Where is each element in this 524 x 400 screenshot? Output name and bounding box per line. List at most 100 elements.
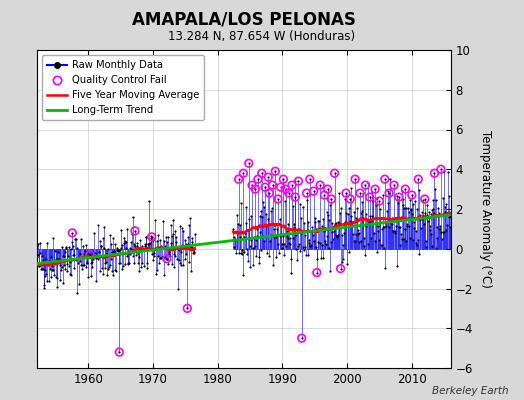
Point [166,222,174,228]
Point [316,254,325,261]
Point [73,254,82,261]
Point [247,237,256,244]
Point [151,246,159,252]
Point [346,213,355,219]
Point [276,216,285,222]
Point [278,240,286,247]
Point [176,260,184,266]
Point [97,243,106,249]
Point [305,176,314,182]
Point [305,236,313,243]
Point [351,176,359,182]
Point [310,238,318,244]
Point [126,246,135,252]
Point [148,251,156,257]
Point [386,176,394,182]
Point [169,217,177,224]
Point [274,196,282,202]
Point [187,268,195,274]
Point [150,253,159,259]
Point [374,228,383,234]
Point [51,274,60,280]
Point [266,238,274,244]
Point [86,272,95,279]
Text: Berkeley Earth: Berkeley Earth [432,386,508,396]
Point [391,230,399,237]
Point [270,226,278,232]
Point [122,245,130,251]
Point [370,237,379,244]
Point [268,182,277,188]
Point [287,256,296,262]
Point [61,249,70,256]
Point [121,238,129,244]
Point [385,190,394,196]
Point [355,230,364,236]
Point [380,176,389,182]
Point [50,258,58,265]
Point [171,253,180,260]
Point [90,251,99,258]
Point [235,222,244,228]
Point [70,251,79,258]
Point [244,227,252,234]
Point [118,242,127,248]
Point [315,218,323,224]
Point [105,232,114,238]
Point [392,222,400,229]
Point [381,265,389,271]
Point [427,230,435,237]
Point [368,213,376,220]
Point [434,204,442,211]
Point [411,228,420,234]
Point [427,211,435,217]
Point [162,256,170,262]
Point [401,186,410,192]
Point [313,270,321,276]
Point [389,228,398,234]
Point [431,186,439,192]
Point [288,182,296,188]
Point [115,349,124,355]
Point [141,234,150,240]
Point [258,170,266,176]
Point [277,223,286,230]
Point [345,218,354,224]
Point [122,239,130,246]
Point [152,238,161,244]
Point [307,227,315,234]
Point [132,252,140,258]
Point [437,166,445,172]
Point [297,230,305,236]
Point [78,266,86,272]
Point [93,252,101,259]
Point [292,246,300,252]
Point [397,236,406,243]
Point [253,232,261,239]
Point [420,212,428,219]
Point [377,242,385,248]
Point [137,264,145,271]
Point [45,258,53,264]
Point [396,224,404,230]
Point [298,228,307,234]
Point [305,176,314,182]
Point [242,220,250,226]
Point [254,176,262,182]
Point [183,305,191,312]
Point [323,209,331,216]
Point [248,262,257,268]
Point [360,243,368,249]
Point [294,178,303,184]
Point [245,160,253,166]
Point [186,215,194,221]
Point [391,216,400,223]
Point [236,200,245,206]
Point [97,243,105,250]
Point [415,187,423,193]
Point [182,242,191,248]
Point [42,271,51,278]
Point [316,182,324,188]
Point [336,266,345,272]
Point [323,186,332,192]
